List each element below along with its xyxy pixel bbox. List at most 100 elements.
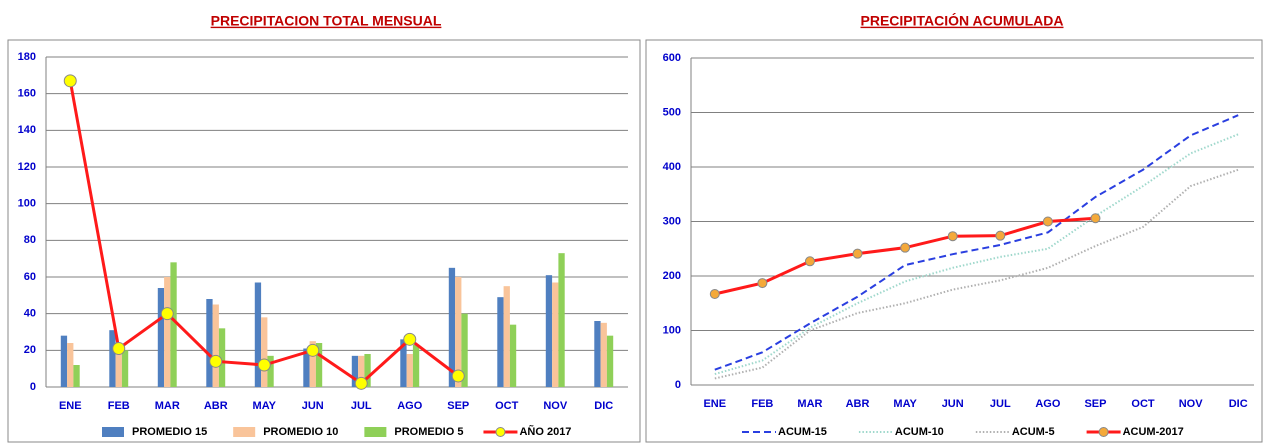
bar [212, 304, 219, 387]
legend-swatch [102, 427, 124, 437]
bar [364, 354, 371, 387]
y-tick-label: 600 [663, 52, 681, 64]
bar [412, 344, 420, 387]
panel [645, 39, 1263, 443]
marker [709, 288, 720, 299]
y-tick-label: 60 [24, 271, 36, 283]
y-tick-label: 100 [663, 324, 681, 336]
bar [448, 267, 456, 387]
legend-label: AÑO 2017 [519, 425, 571, 438]
x-tick-label: OCT [495, 400, 519, 412]
x-tick-label: MAR [797, 398, 822, 410]
legend-label: ACUM-2017 [1123, 426, 1184, 438]
y-tick-label: 0 [675, 379, 681, 391]
y-tick-label: 180 [18, 51, 36, 63]
x-tick-label: ABR [204, 400, 228, 412]
marker [451, 369, 465, 383]
line [714, 114, 1239, 371]
legend-swatch [233, 427, 256, 437]
chart-title: PRECIPITACIÓN ACUMULADA [861, 12, 1064, 29]
legend-swatch [495, 427, 506, 437]
legend-label: PROMEDIO 15 [132, 426, 207, 438]
line [714, 133, 1239, 376]
x-tick-label: AGO [397, 400, 423, 412]
legend-label: ACUM-5 [1012, 426, 1055, 438]
bar [406, 354, 413, 387]
bar [164, 277, 171, 387]
marker [209, 354, 223, 368]
marker [852, 248, 863, 259]
y-tick-label: 300 [663, 215, 681, 227]
panel [7, 39, 641, 443]
x-tick-label: ENE [59, 400, 82, 412]
bar [358, 355, 365, 387]
line [714, 216, 1096, 296]
bar [60, 335, 68, 387]
y-tick-label: 140 [18, 124, 36, 136]
legend-label: PROMEDIO 5 [394, 426, 463, 438]
y-tick-label: 40 [24, 308, 36, 320]
bar [497, 297, 504, 387]
legend-label: PROMEDIO 10 [263, 426, 338, 438]
x-tick-label: NOV [1179, 398, 1204, 410]
y-tick-label: 80 [24, 234, 36, 246]
marker [900, 242, 911, 253]
bar [157, 288, 165, 387]
bar [400, 339, 407, 387]
y-tick-label: 400 [663, 161, 681, 173]
legend-label: ACUM-10 [895, 426, 944, 438]
bar [351, 355, 359, 387]
line [714, 168, 1239, 380]
bar [315, 343, 323, 387]
bar [121, 350, 129, 387]
x-tick-label: MAR [155, 400, 180, 412]
bar [594, 321, 601, 387]
bar [606, 335, 614, 387]
x-tick-label: FEB [108, 400, 130, 412]
bar [461, 313, 468, 387]
x-tick-label: DIC [594, 400, 613, 412]
bar [558, 253, 565, 387]
marker [160, 307, 174, 321]
x-tick-label: OCT [1131, 398, 1155, 410]
bar [503, 286, 510, 387]
marker [995, 230, 1006, 241]
bar [267, 355, 274, 387]
x-tick-label: JUL [990, 398, 1011, 410]
marker [804, 256, 815, 267]
bar [600, 322, 607, 387]
y-tick-label: 20 [24, 344, 36, 356]
legend-swatch [1098, 427, 1109, 437]
x-tick-label: ENE [703, 398, 726, 410]
marker [112, 342, 126, 355]
x-tick-label: AGO [1035, 398, 1061, 410]
x-tick-label: SEP [447, 400, 469, 412]
y-tick-label: 160 [18, 88, 36, 100]
bar [67, 343, 74, 387]
bar [218, 328, 226, 387]
marker [403, 332, 417, 346]
bar [552, 282, 559, 387]
bar [303, 348, 310, 387]
chart-title: PRECIPITACION TOTAL MENSUAL [211, 13, 442, 29]
marker [257, 358, 271, 372]
x-tick-label: JUN [302, 400, 324, 412]
bar [509, 324, 517, 387]
legend-swatch [364, 427, 387, 437]
x-tick-label: DIC [1229, 398, 1248, 410]
marker [63, 74, 77, 88]
bar [261, 317, 268, 387]
x-tick-label: MAY [253, 400, 277, 412]
y-tick-label: 500 [663, 106, 681, 118]
legend-label: ACUM-15 [778, 426, 827, 438]
marker [1042, 216, 1053, 227]
y-tick-label: 0 [30, 381, 36, 393]
bar [309, 341, 316, 387]
x-tick-label: JUL [351, 400, 372, 412]
x-tick-label: MAY [893, 398, 917, 410]
x-tick-label: JUN [942, 398, 964, 410]
bar [545, 275, 553, 387]
x-tick-label: SEP [1084, 398, 1106, 410]
